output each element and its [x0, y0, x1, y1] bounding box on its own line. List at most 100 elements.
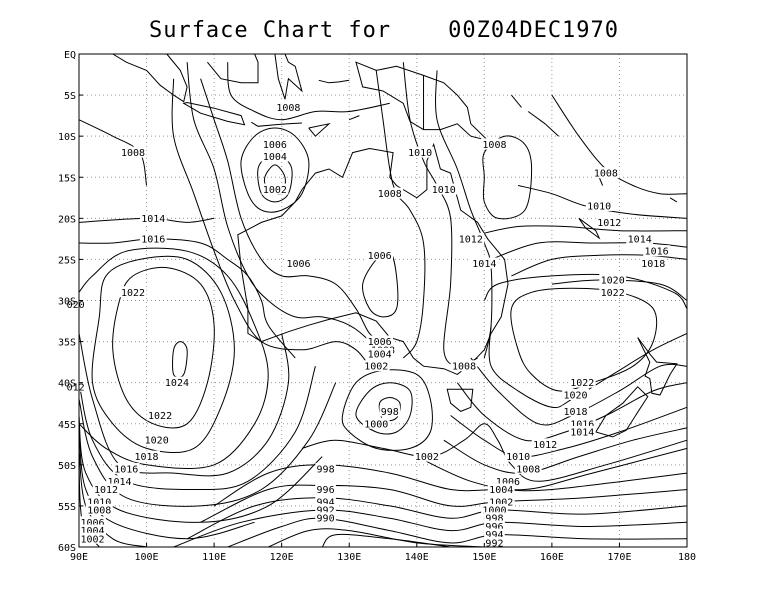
isobar [78, 382, 337, 507]
lat-tick-label: 5S [64, 91, 76, 102]
isobar-label: 996 [485, 522, 503, 533]
new-caledonia-coastline [578, 217, 601, 240]
isobar [490, 241, 688, 260]
isobar [186, 62, 377, 359]
isobar-label: 1018 [563, 407, 587, 418]
isobar-label-bg [119, 146, 147, 158]
nz-south-island-coastline [595, 386, 649, 438]
isobar-label: 1012 [459, 234, 483, 245]
isobar-label: 994 [485, 530, 503, 541]
lon-tick-label: 170E [607, 552, 631, 563]
isobar-label: 1008 [452, 362, 476, 373]
isobar-label: 998 [485, 514, 503, 525]
isobar-label-bg [315, 512, 336, 524]
isobar-label-bg [562, 405, 589, 417]
isobar-label: 1008 [121, 148, 145, 159]
isobar-label: 1002 [489, 497, 513, 508]
isobar-label: 1014 [141, 214, 165, 225]
isobar [78, 333, 290, 477]
isobar-label-bg [79, 532, 106, 544]
isobar-label-bg [450, 360, 478, 372]
isobar-label: 1014 [628, 234, 652, 245]
isobar-label: 1014 [570, 427, 594, 438]
isobar-label-bg [366, 335, 394, 347]
isobar-label: 1008 [378, 189, 402, 200]
isobar-label-bg [143, 434, 171, 446]
isobar [172, 341, 188, 379]
isobar-label: 1000 [482, 506, 506, 517]
isobar [375, 70, 426, 359]
isobar-label: 1010 [87, 497, 111, 508]
isobar-label-bg [484, 528, 505, 540]
isobar-label: 1002 [364, 362, 388, 373]
australia-coastline [237, 142, 509, 375]
isobar-label: 1006 [496, 477, 520, 488]
isobar [171, 78, 370, 367]
isobar-label-bg [484, 520, 505, 532]
isobar-label-bg [430, 183, 458, 195]
isobar-label: 1002 [415, 452, 439, 463]
isobar-label-bg [484, 512, 505, 524]
isobar [477, 225, 688, 236]
isobar-label-bg [643, 245, 670, 257]
isobar [456, 382, 688, 442]
lat-tick-label: 15S [58, 173, 76, 184]
lon-tick-label: 120E [270, 552, 294, 563]
isobar-label-bg [362, 417, 390, 429]
lon-tick-label: 160E [540, 552, 564, 563]
island-coastline [511, 94, 522, 108]
isobar-label-bg [457, 232, 485, 244]
isobar-label-bg [494, 475, 522, 487]
isobar-label: 1008 [276, 103, 300, 114]
isobar [173, 509, 688, 548]
lon-tick-label: 150E [472, 552, 496, 563]
isobar-label: 1018 [641, 259, 665, 270]
latitude-ticks: EQ 5S 10S 15S 20S 25S 30S 35S 40S 45S 50S 55S 60S [58, 50, 83, 554]
isobar-label-bg [261, 150, 289, 162]
isobar-label: 1010 [587, 202, 611, 213]
new-guinea-coastline [355, 61, 490, 142]
isobar [321, 533, 451, 548]
isobar-label-bg [163, 376, 191, 388]
isobar-label-bg [568, 376, 596, 388]
isobar [268, 528, 485, 548]
isobar-label: 1006 [287, 259, 311, 270]
isobar-label: 1010 [408, 148, 432, 159]
isobar-label-bg [470, 257, 498, 269]
isobar [517, 185, 688, 219]
isobar [78, 247, 269, 470]
isobar [200, 78, 384, 343]
isobar-label-bg [481, 138, 508, 150]
lon-tick-label: 110E [202, 552, 226, 563]
isobar-label: 1018 [135, 452, 159, 463]
isobar-label: 1012 [533, 440, 557, 451]
isobar-label-bg [315, 462, 336, 474]
isobar-label-bg [315, 495, 336, 507]
isobar-label-bg [592, 167, 620, 179]
sulawesi-coastline [274, 53, 303, 100]
island-coastline [318, 79, 350, 84]
isobar [416, 447, 688, 491]
isobar [443, 427, 688, 474]
isobar-label-bg [65, 298, 86, 310]
isobar-label: 1016 [570, 419, 594, 430]
isobar-label: 1002 [80, 534, 104, 545]
isobar-label-bg [275, 101, 302, 113]
isobar [488, 325, 688, 409]
isobar-label: 1008 [594, 169, 618, 180]
isobar [112, 266, 215, 429]
isobar-label: 1024 [165, 378, 189, 389]
isobar-label-bg [366, 347, 394, 359]
isobar-label: 998 [381, 407, 399, 418]
isobar-label: 1006 [368, 251, 392, 262]
coastlines [112, 53, 678, 438]
lat-tick-label: 35S [58, 338, 76, 349]
island-coastline [527, 111, 559, 137]
isobar-label-bg [531, 438, 559, 450]
isobar-label-bg [133, 450, 160, 462]
isobar [200, 484, 688, 523]
isobar [78, 119, 148, 186]
isobar-label: 1008 [482, 140, 506, 151]
isobar-label: 1014 [107, 477, 131, 488]
